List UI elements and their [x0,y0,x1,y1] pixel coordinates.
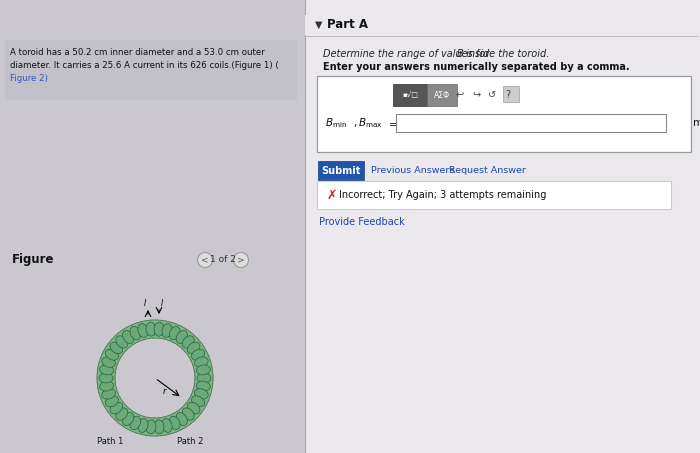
Text: Determine the range of values for: Determine the range of values for [323,49,492,59]
Text: r: r [163,387,167,396]
Ellipse shape [154,420,164,434]
Text: Figure 2): Figure 2) [10,74,48,83]
Circle shape [197,252,213,268]
Text: Provide Feedback: Provide Feedback [319,217,405,227]
FancyBboxPatch shape [318,161,364,180]
Ellipse shape [99,365,113,375]
Ellipse shape [188,342,200,354]
Text: $, B_{\rm max}$: $, B_{\rm max}$ [353,116,383,130]
Ellipse shape [110,402,122,414]
Text: Path 1: Path 1 [97,437,123,446]
Text: Figure: Figure [12,253,55,266]
Text: Incorrect; Try Again; 3 attempts remaining: Incorrect; Try Again; 3 attempts remaini… [339,190,547,200]
Text: diameter. It carries a 25.6 A current in its 626 coils.(Figure 1) (: diameter. It carries a 25.6 A current in… [10,61,279,70]
Ellipse shape [182,336,194,348]
Text: ↩: ↩ [456,90,464,100]
Ellipse shape [102,357,116,367]
FancyBboxPatch shape [317,181,671,209]
Ellipse shape [122,413,134,425]
Ellipse shape [176,331,188,343]
Text: I: I [144,299,146,308]
Ellipse shape [116,408,128,420]
Ellipse shape [99,373,113,383]
Text: ?: ? [505,90,510,100]
Ellipse shape [197,373,211,383]
Text: I: I [161,299,163,308]
Ellipse shape [162,419,172,433]
Text: Submit: Submit [321,165,360,175]
Ellipse shape [122,331,134,343]
FancyBboxPatch shape [393,84,427,106]
Text: B: B [456,49,463,59]
Text: mT: mT [693,118,700,128]
FancyBboxPatch shape [305,15,700,35]
FancyBboxPatch shape [305,0,700,453]
Ellipse shape [169,416,180,429]
Ellipse shape [195,389,208,399]
Text: $B_{\rm min}$: $B_{\rm min}$ [325,116,347,130]
Ellipse shape [146,420,156,434]
FancyBboxPatch shape [0,0,305,453]
Text: Request Answer: Request Answer [449,166,526,175]
Ellipse shape [176,413,188,425]
Ellipse shape [130,327,141,340]
FancyBboxPatch shape [5,40,297,100]
Text: Previous Answers: Previous Answers [371,166,454,175]
Text: ▪√□: ▪√□ [402,92,418,98]
Text: >: > [237,255,245,265]
Text: Enter your answers numerically separated by a comma.: Enter your answers numerically separated… [323,62,629,72]
Ellipse shape [130,416,141,429]
Ellipse shape [195,357,208,367]
Text: ↪: ↪ [472,90,480,100]
Ellipse shape [105,349,118,360]
Text: ✗: ✗ [327,188,337,202]
Ellipse shape [146,322,156,336]
Ellipse shape [138,419,148,433]
Text: Part A: Part A [327,18,368,31]
Text: inside the toroid.: inside the toroid. [463,49,550,59]
Ellipse shape [197,381,210,391]
Text: <: < [201,255,209,265]
Text: ▼: ▼ [315,20,323,30]
Ellipse shape [99,381,113,391]
Ellipse shape [197,365,210,375]
Text: 1 of 2: 1 of 2 [210,255,236,265]
Ellipse shape [188,402,200,414]
FancyBboxPatch shape [317,76,691,152]
Ellipse shape [154,322,164,336]
FancyBboxPatch shape [503,86,519,102]
Ellipse shape [116,336,128,348]
Ellipse shape [169,327,180,340]
Ellipse shape [110,342,122,354]
Ellipse shape [138,323,148,337]
Ellipse shape [192,396,204,407]
Text: $=$: $=$ [386,118,398,128]
Text: Path 2: Path 2 [177,437,204,446]
Circle shape [234,252,248,268]
Text: A toroid has a 50.2 cm inner diameter and a 53.0 cm outer: A toroid has a 50.2 cm inner diameter an… [10,48,265,57]
Ellipse shape [105,396,118,407]
FancyBboxPatch shape [396,114,666,132]
FancyBboxPatch shape [427,84,457,106]
Text: ↺: ↺ [488,90,496,100]
Ellipse shape [192,349,204,360]
Ellipse shape [182,408,194,420]
Ellipse shape [102,389,116,399]
Ellipse shape [162,323,172,337]
Text: ΑΣΦ: ΑΣΦ [434,91,450,100]
